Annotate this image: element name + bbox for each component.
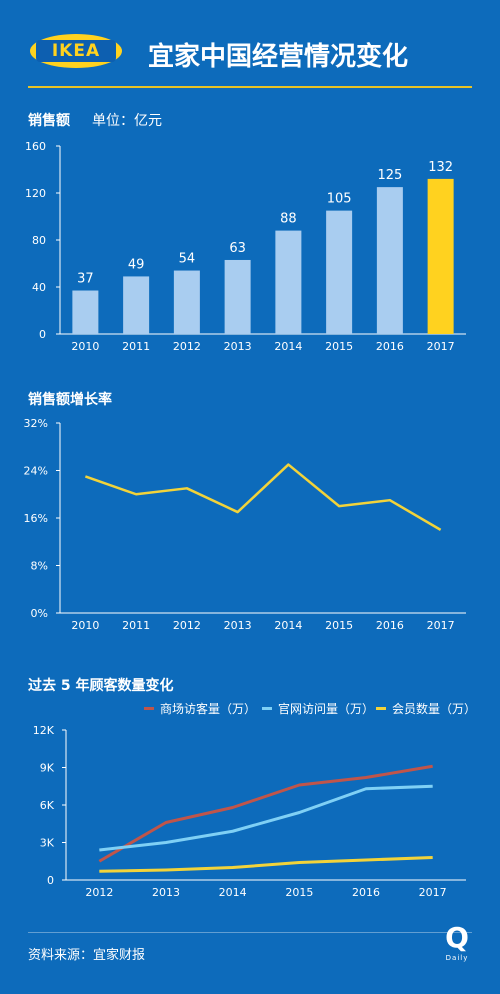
header-divider xyxy=(28,86,472,88)
legend-swatch-lightblue xyxy=(262,707,272,710)
y-tick-label: 9K xyxy=(40,762,55,775)
bar-value-label: 88 xyxy=(280,212,297,227)
legend-label: 会员数量（万） xyxy=(392,702,477,716)
bar-2016 xyxy=(376,187,403,334)
legend-swatch-red xyxy=(144,707,154,710)
x-tick-label: 2014 xyxy=(274,619,302,632)
x-tick-label: 2012 xyxy=(173,619,201,632)
sales-bar-chart: 0 40 80 120 160 37 2010 49 2011 54 2012 63 2013 88 201… xyxy=(25,140,466,353)
x-tick-label: 2013 xyxy=(224,340,252,353)
legend-label: 官网访问量（万） xyxy=(278,702,375,716)
bar-2015 xyxy=(326,210,353,334)
growth-series-line xyxy=(84,463,442,531)
x-tick-label: 2016 xyxy=(352,886,380,899)
daily-badge: Q Daily xyxy=(432,921,482,963)
y-tick-label: 16% xyxy=(24,512,48,525)
y-tick-label: 6K xyxy=(40,799,55,812)
bar-2010 xyxy=(72,290,99,334)
legend-members: 会员数量（万） xyxy=(376,700,476,717)
header: IKEA 宜家中国经营情况变化 xyxy=(0,0,500,88)
x-tick-label: 2016 xyxy=(376,340,404,353)
growth-section-label: 销售额增长率 xyxy=(28,392,112,408)
y-tick-label: 12K xyxy=(33,724,55,737)
y-tick-label: 32% xyxy=(24,417,48,430)
traffic-section-label: 过去 5 年顾客数量变化 xyxy=(28,678,174,694)
x-tick-label: 2017 xyxy=(419,886,447,899)
x-tick-label: 2013 xyxy=(224,619,252,632)
y-tick-label: 160 xyxy=(25,140,46,153)
bar-value-label: 54 xyxy=(179,252,196,267)
x-tick-label: 2010 xyxy=(71,340,99,353)
website-visits-line xyxy=(99,784,433,852)
legend-label: 商场访客量（万） xyxy=(160,702,257,716)
y-tick-label: 8% xyxy=(31,560,48,573)
x-tick-label: 2013 xyxy=(152,886,180,899)
y-tick-label: 0 xyxy=(47,874,54,887)
x-tick-label: 2014 xyxy=(274,340,302,353)
x-tick-label: 2017 xyxy=(427,619,455,632)
bar-2014 xyxy=(275,230,302,334)
bar-value-label: 63 xyxy=(229,241,246,256)
bar-value-label: 49 xyxy=(128,257,145,272)
bar-value-label: 125 xyxy=(377,168,402,183)
bar-value-label: 105 xyxy=(327,192,352,207)
x-tick-label: 2015 xyxy=(285,886,313,899)
bar-2011 xyxy=(123,276,150,334)
x-tick-label: 2014 xyxy=(219,886,247,899)
legend-website-visits: 官网访问量（万） xyxy=(262,700,374,717)
x-tick-label: 2015 xyxy=(325,619,353,632)
members-line xyxy=(99,856,433,873)
x-tick-label: 2011 xyxy=(122,619,150,632)
legend-swatch-yellow xyxy=(376,707,386,710)
y-tick-label: 3K xyxy=(40,837,55,850)
growth-line-chart: 0% 8% 16% 24% 32% 2010 2011 2012 2013 2014 2015 201… xyxy=(24,417,466,632)
x-tick-label: 2011 xyxy=(122,340,150,353)
y-tick-label: 80 xyxy=(32,234,46,247)
bar-2013 xyxy=(224,259,251,334)
x-tick-label: 2010 xyxy=(71,619,99,632)
sales-unit-label: 单位：亿元 xyxy=(92,113,162,129)
source-note: 资料来源：宜家财报 xyxy=(28,948,146,963)
ikea-logo-text: IKEA xyxy=(36,40,116,62)
bar-2012 xyxy=(173,270,200,334)
mall-visitors-line xyxy=(98,764,433,863)
x-tick-label: 2017 xyxy=(427,340,455,353)
bar-value-label: 132 xyxy=(428,160,453,175)
page-title: 宜家中国经营情况变化 xyxy=(148,42,409,72)
footer-divider xyxy=(28,932,472,933)
y-tick-label: 120 xyxy=(25,187,46,200)
traffic-line-chart: 0 3K 6K 9K 12K 2012 2013 2014 2015 2016 2017 xyxy=(33,724,466,899)
bar-2017 xyxy=(427,178,454,334)
x-tick-label: 2012 xyxy=(173,340,201,353)
y-tick-label: 40 xyxy=(32,281,46,294)
ikea-logo: IKEA xyxy=(30,34,122,68)
y-tick-label: 0 xyxy=(39,328,46,341)
y-tick-label: 0% xyxy=(31,607,48,620)
daily-badge-text: Daily xyxy=(445,954,469,962)
sales-section-label: 销售额 xyxy=(28,113,70,129)
y-tick-label: 24% xyxy=(24,465,48,478)
x-tick-label: 2016 xyxy=(376,619,404,632)
x-tick-label: 2015 xyxy=(325,340,353,353)
x-tick-label: 2012 xyxy=(85,886,113,899)
bar-value-label: 37 xyxy=(77,272,94,287)
daily-badge-letter: Q xyxy=(445,921,469,954)
legend-mall-visitors: 商场访客量（万） xyxy=(144,700,256,717)
